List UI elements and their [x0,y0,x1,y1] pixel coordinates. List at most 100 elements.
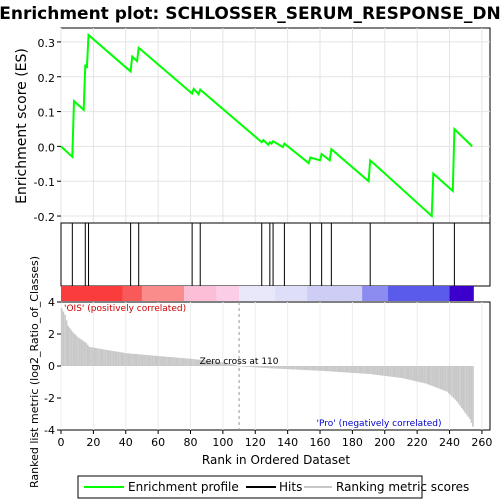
metric-bar-172 [339,366,342,373]
es-y-tick-label-1: 0.2 [38,72,56,85]
metric-y-ticks: 4 2 0 -2 -4 [44,296,61,437]
metric-bar-99 [221,362,223,366]
metric-bar-163 [324,366,327,372]
metric-bar-80 [190,358,193,366]
legend-label-hits: Hits [279,480,302,494]
metric-bar-49 [140,354,142,366]
es-y-ticks: 0.3 0.2 0.1 0.0 -0.1 -0.2 [34,37,61,224]
metric-bar-61 [159,356,162,366]
metric-bar-148 [300,366,303,370]
metric-bar-254 [472,366,474,427]
metric-bar-236 [443,366,445,391]
metric-bar-252 [468,366,471,419]
metric-bar-207 [396,366,398,378]
metric-bar-27 [104,349,107,366]
metric-bar-64 [164,356,167,366]
metric-bar-188 [365,366,367,374]
x-tick-label-7: 140 [277,436,298,449]
metric-bar-14 [83,341,86,366]
metric-bar-238 [446,366,448,392]
metric-bar-221 [418,366,421,383]
metric-bar-242 [452,366,455,398]
metric-bar-177 [347,366,350,373]
metric-bar-56 [151,355,154,366]
metric-bar-11 [78,338,81,366]
metric-bar-110 [239,366,241,367]
metric-bar-248 [462,366,465,411]
metric-bar-84 [196,359,199,366]
x-tick-label-11: 220 [407,436,428,449]
metric-bar-94 [213,361,215,366]
metric-bar-7 [72,332,74,366]
zero-cross-label: Zero cross at 110 [200,357,279,367]
ranking-color-band-1 [122,286,142,301]
metric-bar-38 [122,352,125,366]
metric-bar-174 [342,366,345,373]
metric-bar-234 [439,366,442,390]
legend-label-ranking-metric-scores: Ranking metric scores [336,480,469,494]
es-y-tick-label-0: 0.3 [38,37,56,50]
metric-bar-85 [198,359,201,366]
metric-bar-194 [375,366,377,375]
hits-panel [60,222,491,301]
metric-bar-203 [389,366,392,377]
metric-bar-88 [203,360,206,366]
metric-bar-222 [420,366,423,383]
metric-bar-51 [143,354,146,366]
metric-bar-151 [305,366,308,371]
metric-bar-124 [261,366,264,368]
legend-label-enrichment-profile: Enrichment profile [128,480,239,494]
metric-bar-141 [289,366,291,370]
metric-bar-92 [209,361,212,366]
ranking-color-band-5 [239,286,275,301]
ranking-color-band-7 [307,286,363,301]
metric-bar-87 [201,360,204,366]
metric-bar-130 [271,366,274,369]
es-y-tick-label-2: 0.1 [38,107,56,120]
metric-bar-192 [371,366,374,375]
metric-bar-109 [237,365,240,367]
metric-y-tick-label-4: -4 [44,424,55,437]
metric-bar-63 [162,356,165,366]
metric-bar-186 [362,366,364,374]
metric-bar-199 [383,366,385,376]
metric-bar-215 [409,366,411,380]
metric-bar-247 [460,366,463,408]
metric-bar-86 [200,359,202,366]
metric-bar-121 [256,366,259,368]
metric-bar-168 [332,366,335,372]
metric-bar-22 [96,348,99,366]
metric-bar-133 [276,366,278,369]
metric-bar-101 [224,362,227,366]
x-tick-label-1: 20 [86,436,100,449]
x-tick-label-6: 120 [245,436,266,449]
metric-bar-210 [400,366,403,378]
metric-bar-74 [180,357,183,366]
metric-bar-139 [286,366,288,370]
metric-bar-15 [85,342,87,366]
metric-bar-78 [187,358,189,366]
metric-bar-175 [344,366,346,373]
metric-bar-114 [245,366,248,367]
x-tick-label-12: 240 [439,436,460,449]
enrichment-profile-line [60,32,473,219]
metric-bar-225 [425,366,427,384]
metric-bar-76 [184,358,186,366]
metric-bar-112 [242,366,244,367]
metric-bar-62 [161,356,163,366]
metric-bar-31 [111,350,113,366]
metric-bar-12 [80,339,83,366]
metric-bar-155 [311,366,314,371]
metric-bar-198 [381,366,384,376]
metric-bar-20 [93,347,95,366]
ranking-color-band-8 [362,286,389,301]
metric-bar-117 [250,366,253,368]
metric-bar-136 [281,366,283,369]
ranking-color-band-2 [141,286,185,301]
metric-bar-37 [120,352,123,366]
metric-bar-46 [135,354,138,366]
metric-bar-230 [433,366,435,387]
es-panel: 0.3 0.2 0.1 0.0 -0.1 -0.2 Enrichment score (E… [14,27,491,224]
metric-bar-35 [117,351,120,366]
